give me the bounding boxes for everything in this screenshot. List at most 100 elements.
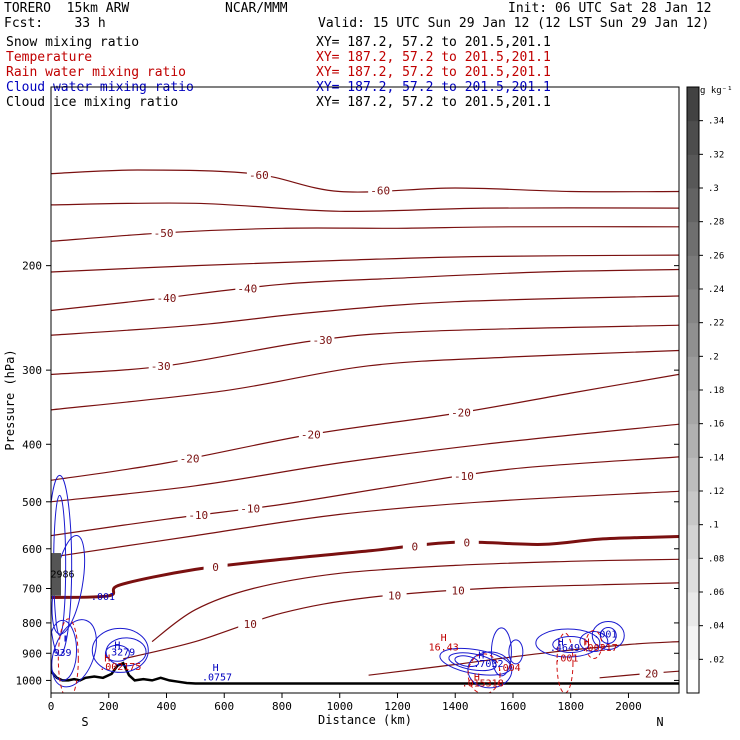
colorbar-tick-label: .34	[708, 117, 724, 127]
colorbar-tick-label: .26	[708, 251, 724, 261]
x-tick-label: 400	[157, 700, 177, 713]
field-xy-snow: XY= 187.2, 57.2 to 201.5,201.1	[316, 35, 551, 50]
x-tick-label: 800	[272, 700, 292, 713]
contour-label-bg	[238, 617, 263, 630]
y-tick-label: 200	[22, 260, 42, 273]
contour-label-bg	[151, 226, 176, 239]
contour-label-bg	[177, 452, 202, 465]
x-tick-label: 200	[99, 700, 119, 713]
colorbar-tick-label: .14	[708, 453, 724, 463]
temperature-contour-label: -50	[154, 227, 174, 240]
cloud-water-contour-18	[579, 631, 609, 653]
extremum-label: .4649	[550, 643, 580, 654]
cloud-water-contour-3	[51, 619, 78, 681]
extremum-label: .004	[497, 663, 521, 674]
colorbar-segment	[687, 457, 699, 492]
temperature-contour-label: -40	[237, 282, 257, 295]
temperature-contour-10	[51, 456, 679, 537]
rain-water-contour-1	[467, 653, 501, 693]
forecast-hour: Fcst: 33 h	[4, 16, 106, 31]
temperature-contour-11	[51, 490, 679, 558]
x-end-label-right: N	[656, 715, 663, 729]
extremum-label: .0757	[202, 673, 232, 684]
contour-label-bg	[454, 536, 479, 549]
colorbar-tick-label: .24	[708, 285, 724, 295]
temperature-contour-label: 10	[244, 618, 257, 631]
plot-area: -60 -60 -50 -40 -40 -30 -30 -20 -20 -20 -10 -10 -10 0…	[51, 168, 679, 693]
y-tick-label: 800	[22, 617, 42, 630]
temperature-contour-1	[51, 202, 679, 213]
colorbar-segment	[687, 289, 699, 324]
temperature-contour-3	[51, 254, 679, 273]
temperature-contour-7	[51, 349, 679, 411]
field-xy-cloud-ice: XY= 187.2, 57.2 to 201.5,201.1	[316, 95, 551, 110]
extremum-label: H	[584, 638, 590, 649]
colorbar-segment	[687, 524, 699, 559]
temperature-contour-label: -10	[454, 470, 474, 483]
colorbar-segment	[687, 659, 699, 694]
plot-frame	[50, 86, 680, 694]
extremum-label: 16.43	[429, 643, 459, 654]
colorbar-tick-label: .18	[708, 386, 724, 396]
x-tick-label: 1200	[384, 700, 411, 713]
y-tick-label: 900	[22, 647, 42, 660]
terrain-line	[51, 661, 679, 685]
cloud-water-contour-16	[591, 620, 625, 650]
colorbar-tick-label: .06	[708, 588, 724, 598]
temperature-contour-label: -60	[249, 169, 269, 182]
contour-label-bg	[148, 360, 173, 373]
colorbar-segment	[687, 188, 699, 223]
temperature-contour-label: 10	[388, 590, 401, 603]
cloud-water-contour-4	[51, 619, 97, 688]
colorbar-tick-label: .1	[708, 521, 719, 531]
temperature-contour-label: 0	[411, 540, 418, 553]
contour-label-bg	[246, 168, 271, 181]
colorbar-tick-label: .22	[708, 319, 724, 329]
x-tick-label: 1000	[326, 700, 353, 713]
colorbar-tick-label: .16	[708, 420, 724, 430]
field-xy-temperature: XY= 187.2, 57.2 to 201.5,201.1	[316, 50, 551, 65]
temperature-contour-5	[51, 295, 679, 336]
temperature-contour-label: -20	[180, 453, 200, 466]
contour-label-bg	[298, 428, 323, 441]
extremum-label: .00217	[582, 643, 618, 654]
temperature-contour-4	[51, 268, 679, 312]
temperature-contour-12	[51, 535, 679, 599]
colorbar-tick-label: .04	[708, 622, 724, 632]
colorbar-tick-label: .02	[708, 655, 724, 665]
cloud-water-contour-7	[104, 644, 130, 662]
extremum-label: H	[558, 638, 564, 649]
x-axis-label: Distance (km)	[318, 713, 412, 727]
colorbar-tick-label: .2	[708, 352, 719, 362]
colorbar-tick-label: .28	[708, 218, 724, 228]
rain-water-contour-0	[57, 618, 79, 693]
y-tick-label: 1000	[16, 674, 43, 687]
extremum-label: 3279	[111, 647, 135, 658]
x-tick-label: 600	[214, 700, 234, 713]
field-name-snow: Snow mixing ratio	[6, 35, 140, 50]
x-tick-label: 1400	[442, 700, 469, 713]
temperature-contour-14	[123, 582, 679, 660]
temperature-contour-label: -20	[301, 428, 321, 441]
temperature-contour-0	[51, 169, 679, 193]
extremum-label: 2986	[51, 569, 75, 580]
extremum-label: H	[114, 641, 120, 652]
field-xy-rain: XY= 187.2, 57.2 to 201.5,201.1	[316, 65, 551, 80]
y-axis-label: Pressure (hPa)	[3, 349, 17, 450]
cloud-water-contour-0	[51, 474, 73, 656]
cloud-water-contour-11	[467, 651, 513, 689]
extremum-label: H	[441, 633, 447, 644]
x-tick-label: 0	[48, 700, 55, 713]
colorbar-segment	[687, 592, 699, 627]
extremum-label: H	[474, 673, 480, 684]
extremum-label: H	[478, 651, 484, 662]
temperature-contour-9	[51, 423, 679, 503]
field-name-cloud-ice: Cloud ice mixing ratio	[6, 95, 179, 110]
contour-label-bg	[203, 561, 228, 574]
colorbar-segment	[687, 356, 699, 391]
temperature-contour-label: 0	[463, 537, 470, 550]
valid-time: Valid: 15 UTC Sun 29 Jan 12 (12 LST Sun …	[318, 16, 710, 31]
extremum-label: .015318	[462, 678, 504, 689]
cloud-water-contour-12	[490, 627, 512, 677]
